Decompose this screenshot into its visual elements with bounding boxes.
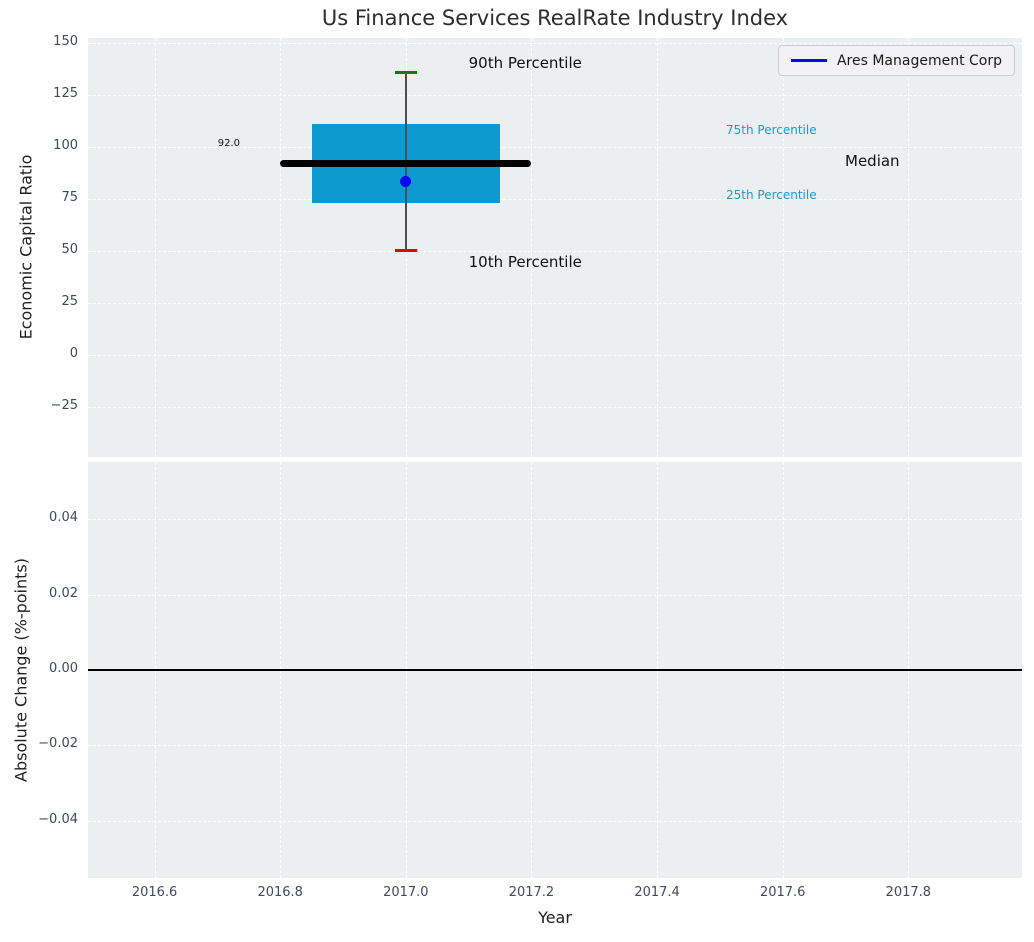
ytick-bottom: 0.02 bbox=[49, 585, 78, 601]
gridline-h bbox=[88, 354, 1022, 356]
annotation-90th-percentile: 90th Percentile bbox=[468, 53, 582, 72]
gridline-v bbox=[154, 38, 156, 457]
annotation-10th-percentile: 10th Percentile bbox=[468, 252, 582, 271]
annotation-median-value: 92.0 bbox=[217, 138, 240, 150]
gridline-h bbox=[88, 198, 1022, 200]
gridline-h bbox=[88, 406, 1022, 408]
gridline-v bbox=[531, 38, 533, 457]
gridline-h bbox=[88, 302, 1022, 304]
gridline-v bbox=[908, 38, 910, 457]
gridline-h bbox=[88, 146, 1022, 148]
gridline-h bbox=[88, 94, 1022, 96]
xtick: 2017.2 bbox=[508, 885, 555, 900]
x-axis-label-year: Year bbox=[538, 908, 572, 927]
ytick-bottom: −0.04 bbox=[38, 811, 78, 827]
zero-line bbox=[88, 669, 1022, 671]
ytick-top: 100 bbox=[53, 137, 78, 153]
whisker-cap-90th bbox=[394, 71, 417, 75]
ytick-top: 125 bbox=[53, 85, 78, 101]
ytick-top: 50 bbox=[61, 241, 78, 257]
whisker-cap-10th bbox=[394, 249, 417, 253]
ytick-bottom: 0.04 bbox=[49, 510, 78, 525]
gridline-v bbox=[782, 38, 784, 457]
xtick: 2016.8 bbox=[257, 885, 303, 900]
xtick: 2017.8 bbox=[885, 885, 932, 900]
gridline-v bbox=[280, 38, 282, 457]
xtick: 2016.6 bbox=[131, 885, 178, 900]
legend-label: Ares Management Corp bbox=[836, 52, 1002, 69]
ytick-bottom: −0.02 bbox=[38, 736, 78, 752]
ytick-top: −25 bbox=[50, 397, 78, 413]
y-axis-label-economic-capital-ratio: Economic Capital Ratio bbox=[16, 154, 36, 340]
legend-line-swatch bbox=[790, 59, 827, 62]
gridline-h bbox=[88, 594, 1022, 596]
annotation-25th-percentile: 25th Percentile bbox=[726, 188, 817, 203]
ytick-top: 25 bbox=[61, 293, 78, 309]
gridline-h bbox=[88, 42, 1022, 44]
gridline-h bbox=[88, 820, 1022, 822]
economic-capital-ratio-panel bbox=[88, 38, 1022, 457]
absolute-change-panel bbox=[88, 462, 1022, 878]
gridline-h bbox=[88, 519, 1022, 520]
xtick: 2017.6 bbox=[759, 885, 806, 900]
chart-title: Us Finance Services RealRate Industry In… bbox=[321, 6, 789, 30]
gridline-h bbox=[88, 745, 1022, 747]
gridline-h bbox=[88, 250, 1022, 252]
gridline-v bbox=[657, 38, 659, 457]
ytick-top: 75 bbox=[61, 189, 78, 205]
xtick: 2017.4 bbox=[634, 885, 680, 900]
ytick-top: 150 bbox=[53, 33, 78, 49]
ytick-bottom: 0.00 bbox=[49, 661, 78, 676]
annotation-median: Median bbox=[845, 152, 900, 171]
legend: Ares Management Corp bbox=[777, 45, 1015, 76]
xtick: 2017.0 bbox=[383, 885, 429, 900]
company-point-marker bbox=[400, 175, 412, 187]
annotation-75th-percentile: 75th Percentile bbox=[726, 122, 817, 137]
ytick-top: 0 bbox=[69, 345, 78, 361]
y-axis-label-absolute-change: Absolute Change (%-points) bbox=[11, 558, 31, 782]
median-line bbox=[280, 159, 532, 167]
